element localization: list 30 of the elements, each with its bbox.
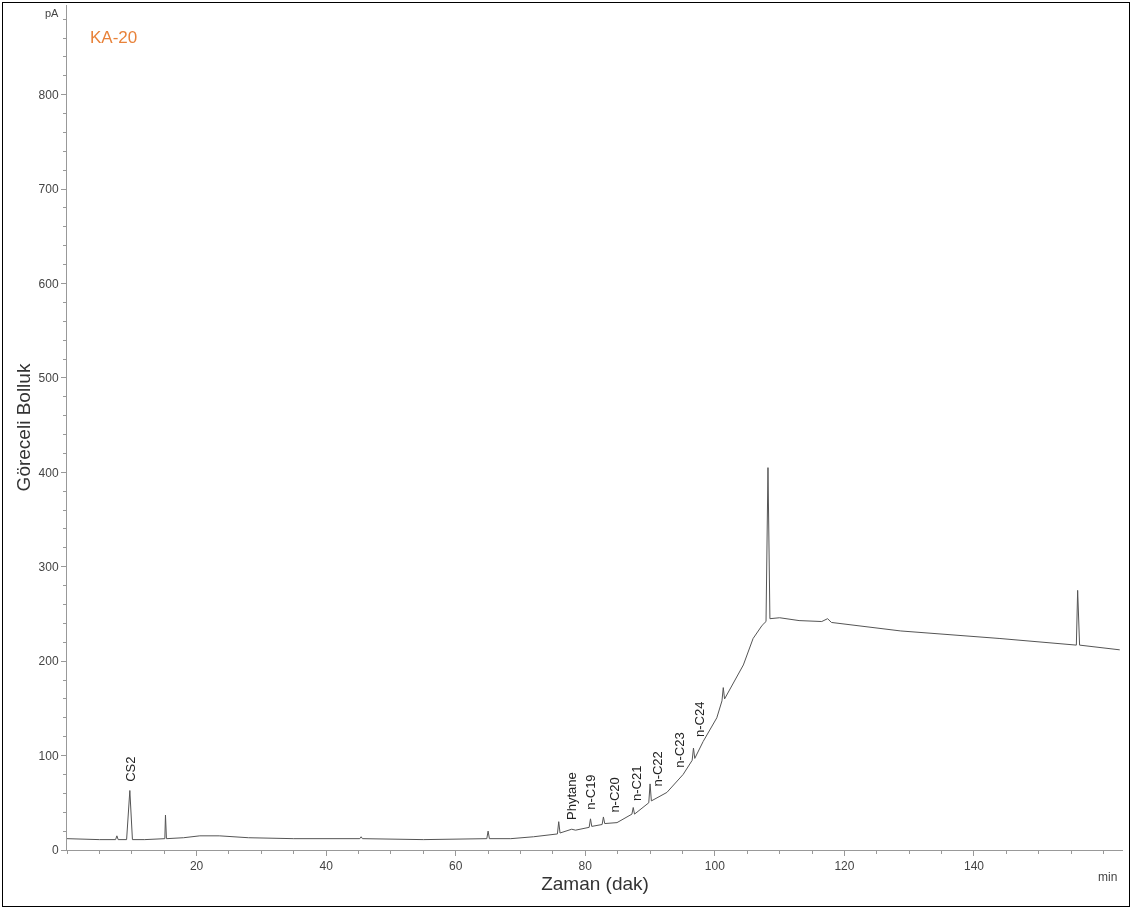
y-tick-label: 700 — [38, 182, 59, 197]
annotation: n-C22 — [650, 751, 666, 787]
y-axis-title: Göreceli Bolluk — [13, 363, 35, 492]
x-tick-label: 140 — [963, 859, 985, 874]
x-tick-label: 60 — [449, 859, 463, 874]
x-tick-label: 120 — [834, 859, 855, 874]
text: KA-20 — [90, 28, 138, 47]
x-axis-title: Zaman (dak) — [541, 873, 649, 895]
annotation: n-C19 — [583, 774, 599, 810]
annotation: n-C20 — [607, 777, 623, 813]
y-tick-label: 500 — [38, 371, 59, 386]
text: min — [1098, 870, 1118, 884]
x-tick-label: 100 — [704, 859, 726, 874]
y-tick-label: 200 — [38, 654, 59, 669]
y-tick-label: 400 — [38, 465, 59, 480]
x-tick-label: 80 — [578, 859, 593, 874]
annotation: n-C23 — [672, 732, 688, 768]
y-tick-label: 600 — [38, 276, 59, 291]
annotation: Phytane — [564, 772, 580, 820]
line-series — [67, 467, 1121, 841]
y-tick-label: 300 — [38, 559, 59, 574]
y-tick-label: 800 — [38, 87, 59, 102]
annotation: n-C24 — [691, 701, 707, 737]
x-tick-label: 20 — [189, 859, 204, 874]
annotation: CS2 — [122, 756, 138, 782]
y-tick-label: 100 — [38, 748, 59, 763]
text: pA — [45, 7, 60, 19]
x-tick-label: 40 — [319, 859, 334, 874]
y-tick-label: 0 — [51, 843, 59, 858]
annotation: n-C21 — [629, 765, 645, 801]
